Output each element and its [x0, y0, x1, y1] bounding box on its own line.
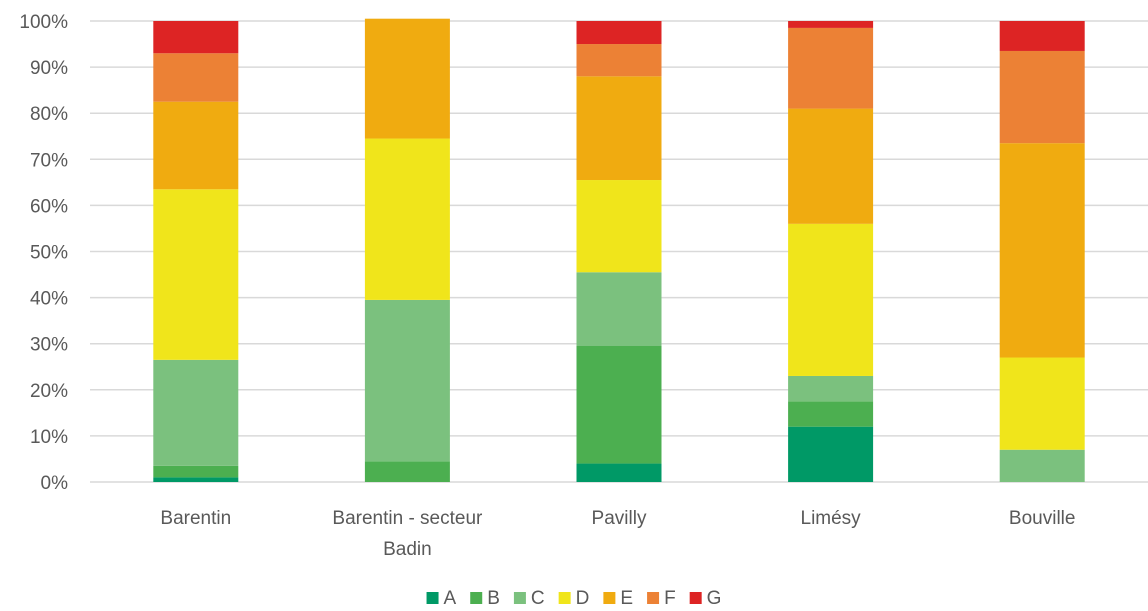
- x-category-label: Barentin - secteur: [332, 508, 483, 529]
- bar-segment-d: [576, 180, 662, 273]
- legend-swatch: [689, 592, 702, 604]
- bar-segment-f: [576, 44, 662, 77]
- y-tick-label: 0%: [41, 473, 69, 494]
- bar-segment-a: [153, 477, 239, 482]
- legend-swatch: [470, 592, 483, 604]
- y-tick-label: 100%: [19, 12, 68, 33]
- bar-segment-d: [364, 138, 450, 300]
- bar-segment-a: [788, 426, 874, 482]
- bar-segment-b: [788, 401, 874, 427]
- y-tick-label: 80%: [30, 104, 68, 125]
- bar-segment-e: [788, 108, 874, 224]
- x-category-label: Badin: [383, 539, 432, 560]
- bar-segment-c: [999, 449, 1085, 482]
- bar-segment-a: [576, 463, 662, 482]
- bar-segment-c: [153, 359, 239, 466]
- x-category-label: Barentin: [160, 508, 231, 529]
- legend-label: A: [444, 588, 457, 609]
- bar-segment-c: [788, 375, 874, 402]
- legend-label: G: [707, 588, 722, 609]
- bar-segment-d: [153, 189, 239, 360]
- bar-segment-g: [999, 21, 1085, 51]
- bar-segment-g: [576, 21, 662, 45]
- bar-segment-c: [576, 272, 662, 347]
- legend-label: C: [531, 588, 545, 609]
- bar-segment-b: [364, 461, 450, 482]
- bar-segment-g: [788, 21, 874, 28]
- legend-swatch: [603, 592, 616, 604]
- bar-segment-g: [153, 21, 239, 54]
- y-tick-label: 20%: [30, 381, 68, 402]
- legend-label: F: [664, 588, 676, 609]
- x-category-label: Bouville: [1009, 508, 1076, 529]
- bar-segment-d: [788, 223, 874, 376]
- y-tick-label: 40%: [30, 289, 68, 310]
- legend-label: D: [576, 588, 590, 609]
- bar-segment-b: [153, 465, 239, 478]
- legend-swatch: [513, 592, 526, 604]
- x-category-label: Pavilly: [592, 508, 647, 529]
- y-tick-label: 60%: [30, 196, 68, 217]
- bar-segment-e: [153, 101, 239, 190]
- legend-label: E: [620, 588, 633, 609]
- y-tick-label: 10%: [30, 427, 68, 448]
- bar-segment-f: [153, 53, 239, 102]
- bar-segment-c: [364, 299, 450, 462]
- legend-swatch: [647, 592, 660, 604]
- legend: A B C D E F G: [426, 588, 722, 609]
- x-category-label: Limésy: [801, 508, 862, 529]
- bar-segment-b: [576, 346, 662, 464]
- y-axis-tick-labels: 0% 10% 20% 30% 40% 50% 60% 70% 80% 90% 100%: [19, 12, 68, 494]
- bar-segment-e: [999, 143, 1085, 358]
- legend-swatch: [558, 592, 571, 604]
- bar-segment-f: [999, 50, 1085, 144]
- bar-segment-e: [364, 18, 450, 139]
- y-tick-label: 90%: [30, 58, 68, 79]
- bars: [153, 18, 1085, 482]
- y-tick-label: 30%: [30, 335, 68, 356]
- bar-segment-f: [788, 27, 874, 109]
- legend-swatch: [426, 592, 439, 604]
- y-tick-label: 70%: [30, 150, 68, 171]
- legend-label: B: [487, 588, 500, 609]
- x-axis-category-labels: Barentin Barentin - secteur Badin Pavilly Li…: [160, 508, 1075, 560]
- bar-segment-e: [576, 76, 662, 181]
- bar-segment-d: [999, 357, 1085, 450]
- y-tick-label: 50%: [30, 243, 68, 264]
